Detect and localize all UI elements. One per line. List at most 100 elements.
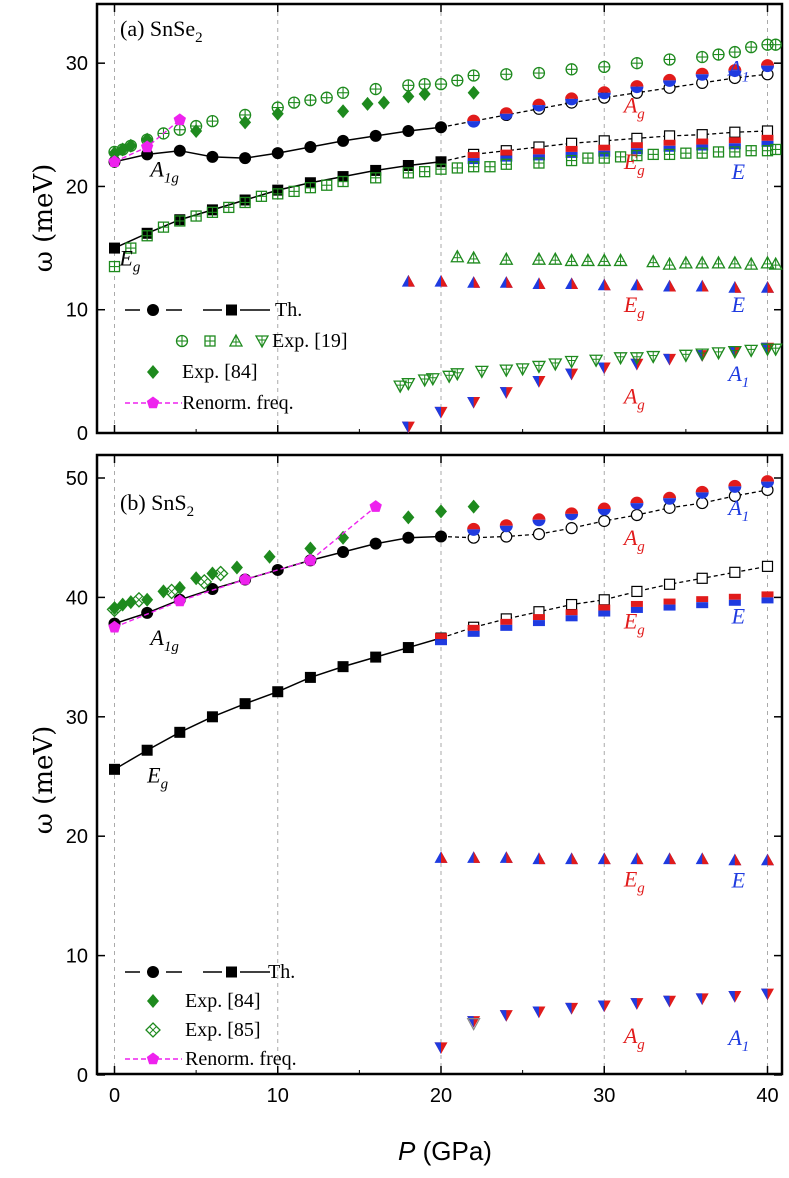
point-4-7	[695, 67, 709, 81]
legend-b-th: Th.	[268, 961, 295, 983]
point-10-10	[662, 256, 677, 270]
point-9-12	[304, 182, 317, 194]
point-11-8	[515, 363, 530, 377]
legend-symbol-exp84	[147, 994, 159, 1008]
point-4-9	[761, 475, 774, 489]
point-5-9	[728, 593, 741, 606]
point-11-3	[304, 553, 317, 566]
point-7-6	[597, 362, 611, 375]
point-8-23	[598, 60, 611, 74]
point-9-23	[533, 157, 545, 169]
point-10-16	[760, 255, 775, 269]
point-8-14	[369, 82, 382, 96]
series-th_square_dashed	[440, 560, 774, 639]
point-0-9	[402, 531, 415, 544]
point-11-22	[768, 343, 783, 357]
point-5-1	[467, 624, 480, 637]
point-1-8	[370, 164, 382, 176]
point-11-2	[238, 572, 252, 585]
point-6-3	[532, 852, 546, 865]
point-5-10	[761, 591, 774, 604]
point-11-11	[564, 355, 579, 369]
point-4-0	[467, 114, 481, 128]
point-10-0	[450, 249, 465, 263]
point-8-20	[500, 68, 513, 81]
point-6-0	[401, 274, 415, 287]
point-8-9	[263, 549, 276, 564]
point-9-11	[288, 185, 300, 198]
point-8-22	[565, 63, 578, 76]
xtick-label-30: 30	[593, 1085, 615, 1107]
point-5-8	[696, 596, 709, 609]
point-9-37	[770, 143, 782, 156]
point-9-4	[174, 215, 186, 227]
point-10-8	[613, 253, 628, 267]
mode-label-5: E	[731, 604, 746, 629]
point-9-30	[663, 148, 676, 161]
point-8-17	[434, 77, 448, 91]
point-1-7	[337, 661, 349, 673]
point-4-3	[565, 507, 579, 521]
point-9-6	[206, 206, 219, 218]
point-8-3	[141, 592, 154, 607]
point-11-19	[727, 345, 742, 359]
point-7-2	[467, 396, 481, 409]
point-1-1	[141, 744, 153, 756]
point-1-0	[109, 242, 120, 254]
point-2-1	[500, 530, 513, 543]
point-11-0	[393, 380, 408, 394]
panel-b-mode-labels: A1g Eg Ag A1 Eg E Eg E Ag A1	[146, 495, 749, 1055]
panel-a-title: (a) SnSe2	[120, 16, 203, 46]
point-9-3	[196, 573, 213, 590]
legend-exp19-tridown	[254, 335, 270, 349]
point-0-1	[141, 606, 154, 619]
legend-symbol-exp19	[175, 333, 270, 349]
point-9-10	[272, 188, 284, 200]
point-0-8	[369, 129, 382, 142]
point-7-8	[695, 993, 709, 1006]
mode-label-7: E	[731, 292, 746, 317]
ytick-label-0: 0	[77, 1065, 88, 1087]
point-6-4	[565, 852, 579, 865]
series-th_square_solid	[109, 632, 447, 775]
point-9-14	[337, 175, 349, 188]
legend-a-exp84: Exp. [84]	[182, 361, 258, 383]
series-tri_up_rb	[401, 274, 774, 293]
point-3-5	[631, 132, 643, 144]
panel-a-frame	[95, 2, 784, 435]
point-5-0	[435, 633, 447, 646]
point-7-2	[499, 1010, 513, 1022]
legend-exp84-diamond	[147, 994, 159, 1008]
point-4-6	[663, 491, 677, 505]
point-6-6	[597, 278, 611, 291]
point-4-3	[565, 92, 579, 106]
point-6-5	[565, 277, 579, 290]
point-9-19	[451, 162, 463, 174]
point-12-9	[377, 95, 390, 110]
point-6-9	[695, 279, 709, 292]
panel-b-frame	[95, 453, 784, 1076]
point-9-34	[729, 146, 741, 158]
point-9-35	[745, 145, 757, 157]
legend-symbol-th	[125, 966, 270, 978]
point-9-32	[696, 147, 708, 159]
point-11-9	[531, 360, 547, 374]
point-1-0	[109, 763, 120, 775]
point-5-2	[500, 618, 513, 631]
xtick-label-20: 20	[430, 1085, 452, 1107]
panel-a-legend: Th. Exp. [19] Exp. [84] Renorm. freq.	[125, 299, 348, 414]
legend-exp19-square	[204, 335, 216, 347]
point-0-5	[271, 563, 284, 576]
mode-label-8: Ag	[622, 1023, 645, 1053]
point-10-3	[531, 251, 547, 265]
legend-renorm-pentagon	[146, 1052, 160, 1065]
series-circle_rb	[467, 59, 774, 128]
point-4-6	[663, 73, 677, 87]
series-exp84_diamond	[108, 499, 480, 616]
point-9-4	[212, 565, 229, 582]
mode-label-9: A1	[726, 1025, 749, 1055]
point-6-2	[499, 851, 513, 863]
point-11-13	[613, 352, 628, 366]
point-12-8	[361, 96, 374, 111]
